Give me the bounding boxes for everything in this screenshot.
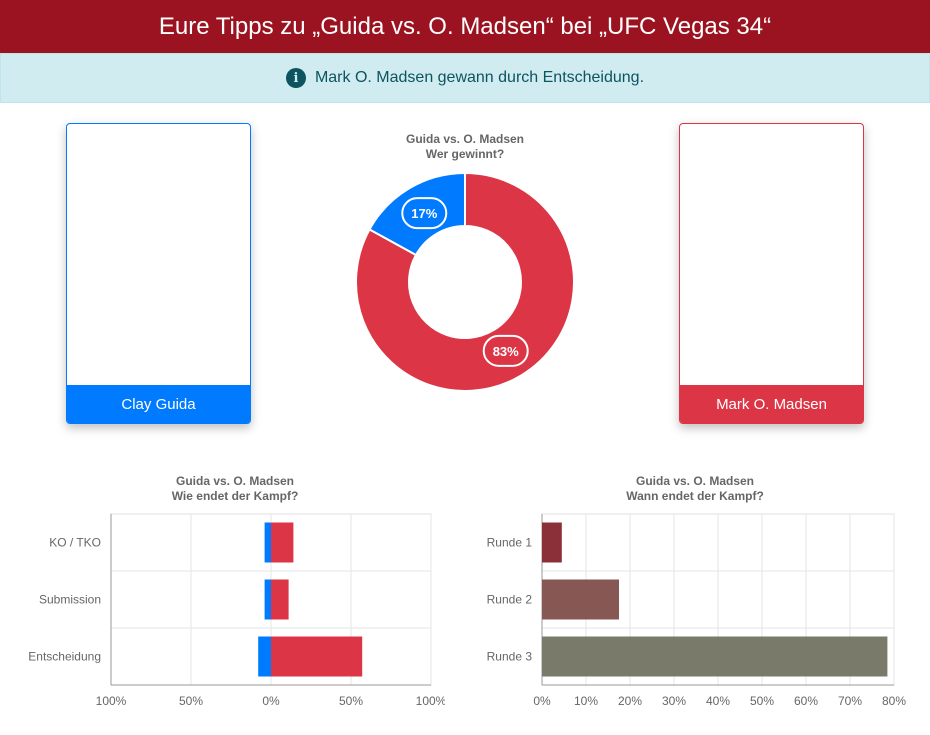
x-tick-label: 50% [179, 694, 203, 708]
round-title: Guida vs. O. Madsen [636, 474, 754, 488]
page-header: Eure Tipps zu „Guida vs. O. Madsen“ bei … [0, 0, 930, 53]
round-subtitle: Wann endet der Kampf? [626, 489, 764, 503]
info-icon: i [285, 68, 306, 88]
y-tick-label: Entscheidung [28, 650, 101, 664]
y-tick-label: Submission [39, 593, 101, 607]
x-tick-label: 80% [882, 694, 906, 708]
method-bar [271, 636, 363, 677]
round-bar [542, 522, 562, 563]
fighter-card-madsen[interactable]: Mark O. Madsen [679, 123, 864, 424]
method-bar [258, 636, 271, 677]
round-bar [542, 636, 888, 677]
x-tick-label: 50% [339, 694, 363, 708]
fighter-name-guida[interactable]: Clay Guida [67, 385, 250, 423]
x-tick-label: 0% [533, 694, 551, 708]
donut-slice-label: 83% [493, 344, 519, 359]
donut-label-bubble [482, 334, 529, 367]
donut-title: Guida vs. O. Madsen [406, 132, 524, 146]
donut-slice-label: 17% [411, 206, 437, 221]
winner-donut-chart: Guida vs. O. Madsen Wer gewinnt? 17% 83% [355, 132, 575, 392]
page-title: Eure Tipps zu „Guida vs. O. Madsen“ bei … [158, 12, 772, 40]
donut-label-bubble [401, 197, 448, 230]
fighter-name-madsen[interactable]: Mark O. Madsen [680, 385, 863, 423]
x-tick-label: 50% [750, 694, 774, 708]
round-bar [542, 579, 619, 620]
y-tick-label: Runde 1 [487, 536, 533, 550]
x-tick-label: 30% [662, 694, 686, 708]
method-title: Guida vs. O. Madsen [176, 474, 294, 488]
method-bar [271, 579, 289, 620]
method-bar [271, 522, 294, 563]
y-tick-label: KO / TKO [49, 536, 101, 550]
x-tick-label: 40% [706, 694, 730, 708]
x-tick-label: 100% [96, 694, 127, 708]
method-subtitle: Wie endet der Kampf? [172, 489, 299, 503]
method-bar [264, 579, 271, 620]
x-tick-label: 100% [416, 694, 445, 708]
method-bar [264, 522, 271, 563]
y-tick-label: Runde 2 [487, 593, 533, 607]
x-tick-label: 0% [262, 694, 280, 708]
result-alert: i Mark O. Madsen gewann durch Entscheidu… [0, 53, 930, 103]
donut-subtitle: Wer gewinnt? [426, 147, 504, 161]
y-tick-label: Runde 3 [487, 650, 533, 664]
fighter-card-guida[interactable]: Clay Guida [66, 123, 251, 424]
x-tick-label: 60% [794, 694, 818, 708]
x-tick-label: 10% [574, 694, 598, 708]
x-tick-label: 20% [618, 694, 642, 708]
method-bar-chart: Guida vs. O. Madsen Wie endet der Kampf?… [28, 474, 445, 708]
result-text: Mark O. Madsen gewann durch Entscheidung… [314, 69, 645, 86]
x-tick-label: 70% [838, 694, 862, 708]
round-bar-chart: Guida vs. O. Madsen Wann endet der Kampf… [487, 474, 907, 708]
